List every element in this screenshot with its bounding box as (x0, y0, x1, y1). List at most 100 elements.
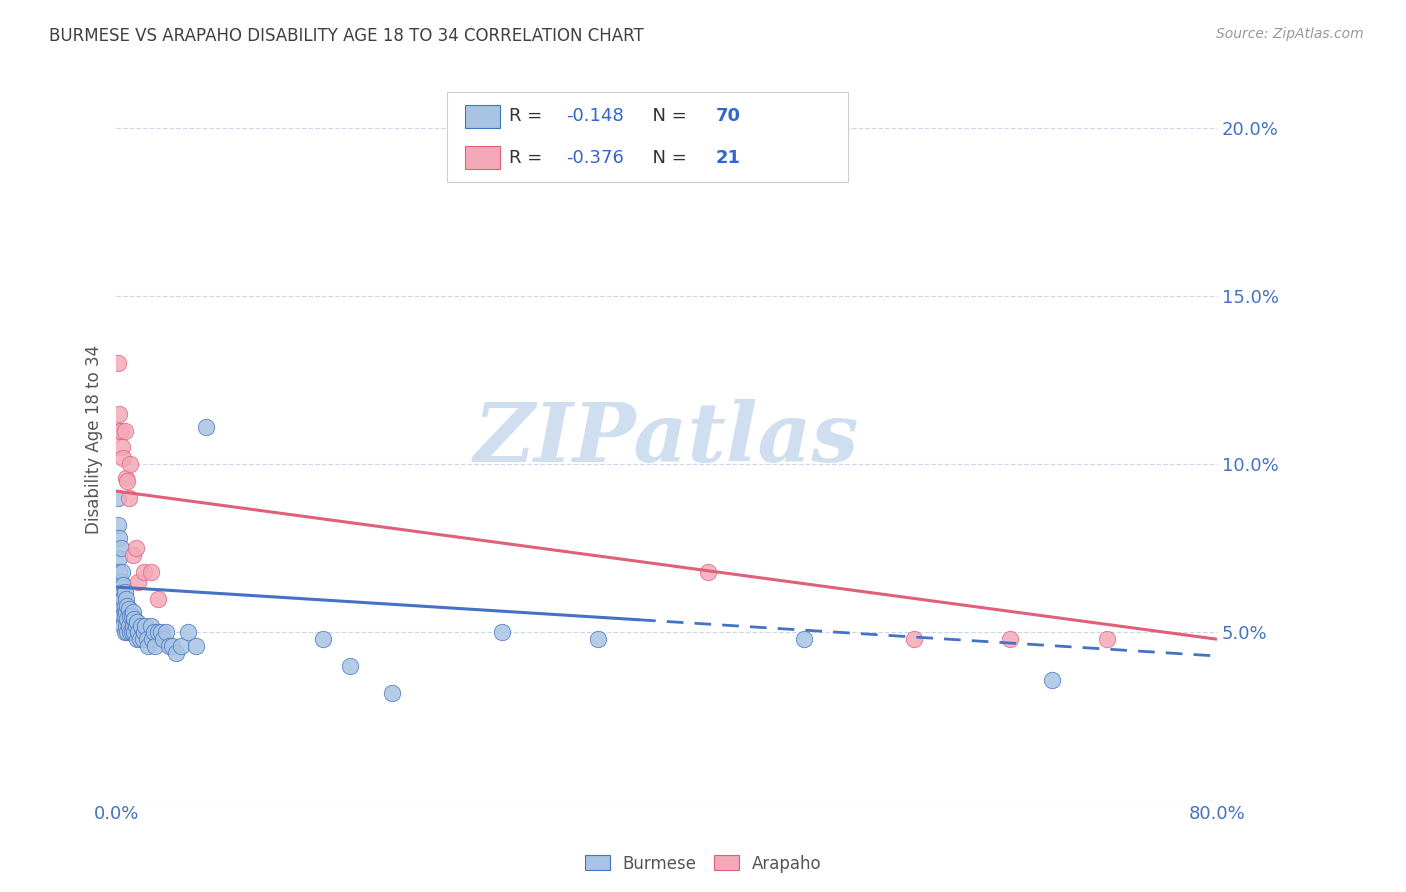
Point (127, 615, 149, 630)
Point (152, 632, 174, 647)
Point (1000, 632, 1022, 647)
Point (115, 618, 138, 632)
Point (132, 625, 155, 640)
Point (114, 599, 136, 613)
Point (194, 420, 217, 434)
Point (149, 625, 172, 640)
Point (139, 618, 162, 632)
Point (108, 551, 131, 566)
Point (696, 565, 718, 579)
Point (139, 565, 162, 579)
Point (111, 441, 134, 455)
Point (586, 632, 609, 647)
Point (108, 407, 131, 421)
FancyBboxPatch shape (465, 146, 501, 169)
Point (135, 632, 157, 647)
Text: BURMESE VS ARAPAHO DISABILITY AGE 18 TO 34 CORRELATION CHART: BURMESE VS ARAPAHO DISABILITY AGE 18 TO … (49, 27, 644, 45)
Point (129, 618, 152, 632)
Text: 70: 70 (716, 107, 741, 125)
Point (108, 531, 131, 545)
Point (903, 632, 925, 647)
Point (115, 471, 138, 485)
Point (155, 625, 177, 640)
Point (128, 625, 150, 640)
Point (114, 608, 136, 623)
Text: R =: R = (509, 149, 548, 167)
Point (110, 585, 132, 599)
Point (112, 608, 135, 623)
Point (107, 517, 129, 532)
Point (134, 618, 156, 632)
Point (136, 639, 159, 653)
Point (112, 591, 135, 606)
Point (117, 625, 139, 640)
Point (114, 585, 136, 599)
Point (157, 639, 180, 653)
Point (122, 548, 145, 562)
Point (117, 599, 139, 613)
Point (131, 632, 153, 647)
Point (114, 625, 136, 640)
Point (111, 565, 134, 579)
Point (112, 450, 135, 465)
Point (121, 608, 143, 623)
Point (115, 591, 138, 606)
Point (110, 574, 132, 589)
Point (1040, 673, 1063, 687)
Point (110, 599, 132, 613)
FancyBboxPatch shape (447, 92, 848, 182)
Point (793, 632, 815, 647)
Y-axis label: Disability Age 18 to 34: Disability Age 18 to 34 (86, 344, 103, 533)
Legend: Burmese, Arapaho: Burmese, Arapaho (578, 848, 828, 880)
Point (120, 457, 142, 471)
Point (124, 625, 146, 640)
Point (146, 591, 169, 606)
Point (120, 608, 142, 623)
Text: ZIPatlas: ZIPatlas (474, 399, 859, 479)
Point (111, 608, 134, 623)
Point (132, 565, 155, 579)
Point (312, 632, 335, 647)
Point (110, 424, 132, 438)
Point (160, 639, 183, 653)
Point (143, 639, 166, 653)
Text: 21: 21 (716, 149, 741, 167)
Point (491, 625, 513, 640)
Point (146, 625, 169, 640)
Point (124, 612, 146, 626)
Point (170, 639, 193, 653)
Text: -0.148: -0.148 (567, 107, 624, 125)
Point (121, 625, 143, 640)
Point (127, 632, 149, 647)
Point (115, 605, 138, 619)
Point (380, 686, 402, 700)
Text: R =: R = (509, 107, 548, 125)
Point (110, 541, 132, 556)
Point (108, 424, 131, 438)
Point (125, 541, 148, 556)
FancyBboxPatch shape (465, 104, 501, 128)
Text: Source: ZipAtlas.com: Source: ZipAtlas.com (1216, 27, 1364, 41)
Point (111, 599, 134, 613)
Point (118, 491, 141, 505)
Point (114, 424, 136, 438)
Point (111, 591, 134, 606)
Point (118, 602, 141, 616)
Point (117, 474, 139, 488)
Text: N =: N = (641, 149, 693, 167)
Text: N =: N = (641, 107, 693, 125)
Point (122, 605, 145, 619)
Point (107, 356, 129, 370)
Point (141, 632, 163, 647)
Point (186, 639, 208, 653)
Point (122, 618, 145, 632)
Point (128, 574, 150, 589)
Point (112, 618, 135, 632)
Point (120, 625, 142, 640)
Point (112, 578, 135, 592)
Point (128, 632, 150, 647)
Point (117, 612, 139, 626)
Point (107, 491, 129, 505)
Point (1095, 632, 1118, 647)
Point (339, 659, 361, 673)
